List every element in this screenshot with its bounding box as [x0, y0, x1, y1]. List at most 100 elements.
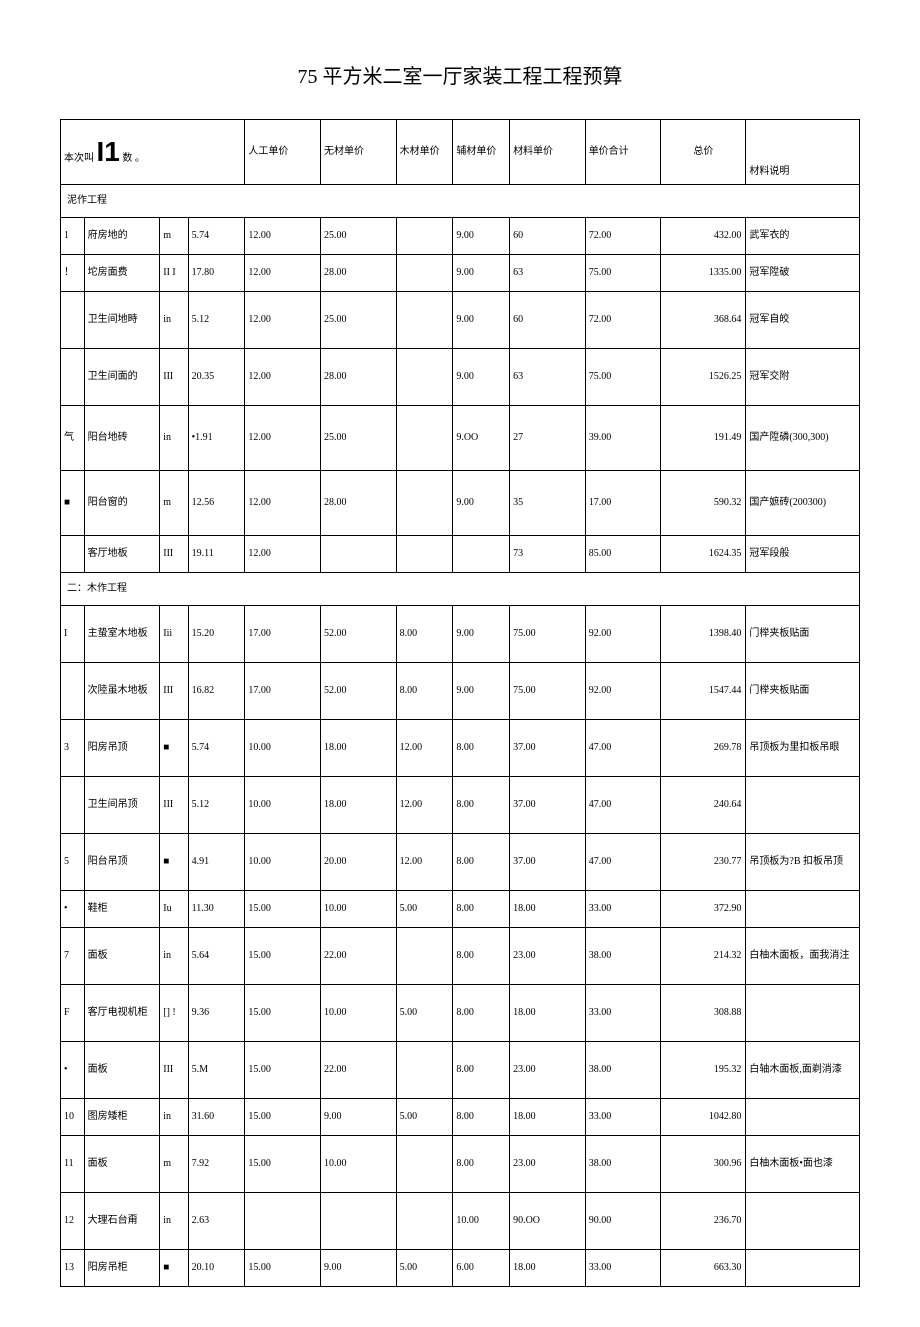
- cell-desc: [746, 777, 860, 834]
- cell-idx: 11: [61, 1136, 85, 1193]
- header-right-text: 数 。: [122, 153, 145, 164]
- section-label: 二：木作工程: [61, 573, 860, 606]
- cell-idx: •: [61, 1042, 85, 1099]
- cell-sum: 47.00: [585, 834, 661, 891]
- cell-name: 阳台地砖: [84, 406, 160, 471]
- cell-nomat: 20.00: [320, 834, 396, 891]
- cell-name: 面板: [84, 928, 160, 985]
- cell-desc: 冠军陞破: [746, 255, 860, 292]
- cell-mat: 23.00: [510, 928, 586, 985]
- cell-wood: [396, 1042, 453, 1099]
- cell-idx: I: [61, 606, 85, 663]
- cell-idx: 7: [61, 928, 85, 985]
- cell-unit: III: [160, 663, 188, 720]
- cell-labor: 12.00: [245, 349, 321, 406]
- cell-aux: 9.00: [453, 606, 510, 663]
- table-row: ！坨房面费II I17.8012.0028.009.006375.001335.…: [61, 255, 860, 292]
- cell-qty: 20.35: [188, 349, 245, 406]
- cell-unit: III: [160, 1042, 188, 1099]
- cell-mat: 18.00: [510, 891, 586, 928]
- cell-unit: in: [160, 1099, 188, 1136]
- cell-labor: 10.00: [245, 834, 321, 891]
- cell-unit: ■: [160, 1250, 188, 1287]
- cell-unit: II I: [160, 255, 188, 292]
- cell-name: 图房矮柜: [84, 1099, 160, 1136]
- cell-aux: 9.00: [453, 349, 510, 406]
- table-row: 13阳房吊柜■20.1015.009.005.006.0018.0033.006…: [61, 1250, 860, 1287]
- cell-total: 240.64: [661, 777, 746, 834]
- cell-labor: 12.00: [245, 536, 321, 573]
- cell-nomat: 18.00: [320, 720, 396, 777]
- cell-total: 1624.35: [661, 536, 746, 573]
- cell-labor: 15.00: [245, 985, 321, 1042]
- cell-wood: 8.00: [396, 663, 453, 720]
- cell-name: 阳台吊顶: [84, 834, 160, 891]
- cell-nomat: 22.00: [320, 1042, 396, 1099]
- cell-sum: 72.00: [585, 218, 661, 255]
- cell-name: 大理石台甭: [84, 1193, 160, 1250]
- cell-wood: 12.00: [396, 720, 453, 777]
- cell-mat: 60: [510, 218, 586, 255]
- cell-qty: 5.M: [188, 1042, 245, 1099]
- header-labor: 人工单价: [245, 120, 321, 185]
- cell-aux: 8.00: [453, 891, 510, 928]
- cell-mat: 75.00: [510, 606, 586, 663]
- cell-wood: [396, 471, 453, 536]
- cell-nomat: 28.00: [320, 349, 396, 406]
- cell-unit: ■: [160, 720, 188, 777]
- cell-sum: 90.00: [585, 1193, 661, 1250]
- cell-unit: in: [160, 292, 188, 349]
- cell-desc: 冠军段般: [746, 536, 860, 573]
- cell-sum: 85.00: [585, 536, 661, 573]
- cell-aux: 9.00: [453, 218, 510, 255]
- cell-idx: [61, 777, 85, 834]
- cell-mat: 90.OO: [510, 1193, 586, 1250]
- cell-sum: 17.00: [585, 471, 661, 536]
- cell-sum: 38.00: [585, 1136, 661, 1193]
- cell-aux: [453, 536, 510, 573]
- cell-nomat: 10.00: [320, 985, 396, 1042]
- cell-sum: 38.00: [585, 1042, 661, 1099]
- cell-total: 269.78: [661, 720, 746, 777]
- cell-nomat: 25.00: [320, 218, 396, 255]
- cell-unit: in: [160, 1193, 188, 1250]
- cell-name: 客厅电视机柜: [84, 985, 160, 1042]
- table-row: 5阳台吊顶■4.9110.0020.0012.008.0037.0047.002…: [61, 834, 860, 891]
- cell-qty: 12.56: [188, 471, 245, 536]
- table-row: 卫生间面的III20.3512.0028.009.006375.001526.2…: [61, 349, 860, 406]
- table-body: 泥作工程1府房地的m5.7412.0025.009.006072.00432.0…: [61, 185, 860, 1287]
- cell-wood: [396, 1136, 453, 1193]
- cell-nomat: 52.00: [320, 606, 396, 663]
- table-header-row: 本次叫 I1 数 。 人工单价 无材单价 木材单价 辅材单价 材料单价 单价合计…: [61, 120, 860, 185]
- cell-idx: [61, 663, 85, 720]
- cell-aux: 8.00: [453, 928, 510, 985]
- cell-desc: 国产陞磷(300,300): [746, 406, 860, 471]
- cell-labor: 15.00: [245, 1042, 321, 1099]
- cell-qty: •1.91: [188, 406, 245, 471]
- cell-wood: [396, 1193, 453, 1250]
- cell-nomat: 25.00: [320, 292, 396, 349]
- cell-total: 191.49: [661, 406, 746, 471]
- cell-sum: 33.00: [585, 1250, 661, 1287]
- cell-labor: 10.00: [245, 720, 321, 777]
- table-row: 1府房地的m5.7412.0025.009.006072.00432.00武军衣…: [61, 218, 860, 255]
- cell-mat: 75.00: [510, 663, 586, 720]
- cell-aux: 8.00: [453, 834, 510, 891]
- cell-name: 府房地的: [84, 218, 160, 255]
- cell-total: 195.32: [661, 1042, 746, 1099]
- cell-name: 卫生间吊顶: [84, 777, 160, 834]
- cell-idx: ！: [61, 255, 85, 292]
- cell-sum: 47.00: [585, 720, 661, 777]
- cell-mat: 63: [510, 349, 586, 406]
- cell-desc: 门榉夹板贴面: [746, 663, 860, 720]
- cell-wood: 5.00: [396, 985, 453, 1042]
- table-row: 7面板in5.6415.0022.008.0023.0038.00214.32白…: [61, 928, 860, 985]
- cell-desc: [746, 985, 860, 1042]
- cell-aux: 8.00: [453, 985, 510, 1042]
- cell-sum: 47.00: [585, 777, 661, 834]
- cell-labor: 17.00: [245, 663, 321, 720]
- cell-mat: 18.00: [510, 1099, 586, 1136]
- cell-desc: [746, 1099, 860, 1136]
- table-row: 卫生间吊顶III5.1210.0018.0012.008.0037.0047.0…: [61, 777, 860, 834]
- cell-total: 432.00: [661, 218, 746, 255]
